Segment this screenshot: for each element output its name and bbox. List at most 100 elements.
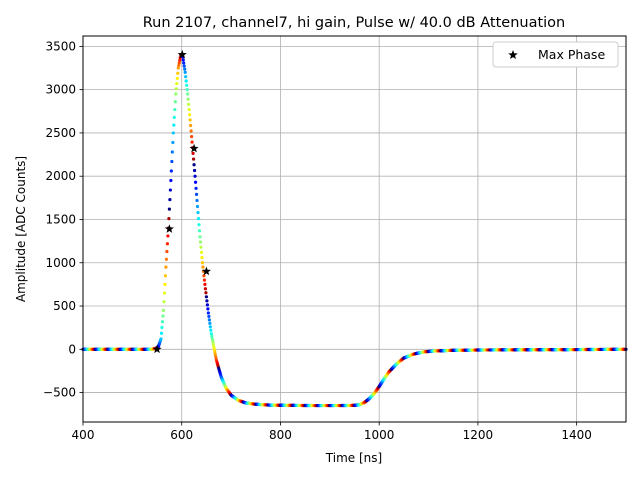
pulse-sample-point <box>188 113 192 117</box>
pulse-sample-point <box>190 140 194 144</box>
pulse-sample-point <box>207 318 211 322</box>
pulse-sample-point <box>205 303 209 307</box>
legend-box <box>492 41 619 68</box>
pulse-sample-point <box>210 334 214 338</box>
pulse-sample-point <box>162 291 167 295</box>
pulse-sample-point <box>163 282 167 286</box>
pulse-sample-point <box>197 223 201 227</box>
pulse-sample-point <box>193 174 197 178</box>
pulse-sample-point <box>202 274 206 278</box>
pulse-sample-point <box>193 180 198 184</box>
pulse-sample-point <box>209 332 213 336</box>
pulse-sample-point <box>192 163 196 167</box>
pulse-sample-point <box>210 337 214 341</box>
pulse-sample-point <box>192 168 197 173</box>
pulse-sample-point <box>176 66 180 70</box>
pulse-sample-point <box>203 287 208 291</box>
y-tick-label: 500 <box>53 299 76 313</box>
pulse-sample-point <box>178 58 182 62</box>
pulse-sample-point <box>189 123 193 128</box>
pulse-sample-point <box>182 64 186 68</box>
y-tick-label: 2500 <box>45 126 76 140</box>
pulse-sample-point <box>190 134 194 139</box>
pulse-sample-point <box>200 261 205 265</box>
x-tick-label: 1000 <box>364 428 395 442</box>
pulse-sample-point <box>206 311 210 315</box>
x-tick-label: 800 <box>269 428 292 442</box>
pulse-sample-point <box>213 350 217 354</box>
pulse-sample-point <box>160 325 164 330</box>
y-tick-label: 3000 <box>45 83 76 97</box>
x-tick-label: 1400 <box>561 428 592 442</box>
pulse-sample-point <box>185 88 189 92</box>
x-tick-label: 400 <box>72 428 95 442</box>
pulse-sample-point <box>208 321 212 325</box>
y-tick-label: 1500 <box>45 212 76 226</box>
pulse-sample-point <box>199 250 204 254</box>
pulse-sample-point <box>168 188 172 192</box>
pulse-sample-point <box>214 355 218 359</box>
pulse-sample-point <box>186 92 190 96</box>
pulse-sample-point <box>167 207 171 211</box>
pulse-sample-point <box>161 308 166 312</box>
y-axis-label: Amplitude [ADC Counts] <box>14 156 28 302</box>
pulse-sample-point <box>181 58 185 62</box>
pulse-sample-point <box>172 115 176 119</box>
pulse-sample-point <box>177 63 181 68</box>
pulse-sample-point <box>177 61 181 65</box>
max-phase-star <box>177 49 187 59</box>
pulse-sample-point <box>173 107 177 112</box>
pulse-sample-point <box>206 307 210 311</box>
y-tick-label: −500 <box>43 386 76 400</box>
max-phase-markers <box>152 49 211 354</box>
legend-star-icon <box>508 50 518 60</box>
pulse-sample-point <box>164 257 169 261</box>
pulse-sample-point <box>173 100 177 104</box>
pulse-sample-point <box>171 131 175 135</box>
y-tick-label: 2000 <box>45 169 76 183</box>
max-phase-star <box>164 224 174 233</box>
pulse-sample-point <box>175 76 179 81</box>
pulse-sample-point <box>185 83 189 87</box>
pulse-sample-point <box>200 255 204 260</box>
pulse-sample-point <box>182 61 186 65</box>
pulse-sample-point <box>211 342 215 346</box>
max-phase-star <box>189 143 199 153</box>
pulse-sample-point <box>212 345 216 349</box>
pulse-sample-point <box>162 300 166 304</box>
pulse-sample-point <box>165 242 170 246</box>
pulse-sample-point <box>174 92 178 96</box>
pulse-sample-point <box>163 274 168 278</box>
pulse-sample-point <box>194 192 199 196</box>
x-axis-label: Time [ns] <box>325 451 382 465</box>
pulse-sample-point <box>176 71 180 75</box>
pulse-sample-point <box>164 265 168 269</box>
x-axis-ticks: 400 600 800 1000 1200 1400 <box>72 422 592 442</box>
pulse-sample-point <box>201 265 205 269</box>
pulse-sample-point <box>183 67 187 71</box>
max-phase-star <box>152 344 162 354</box>
pulse-sample-point <box>197 229 202 233</box>
pulse-sample-point <box>159 337 163 341</box>
pulse-sample-point <box>195 204 200 209</box>
pulse-sample-point <box>203 282 207 286</box>
y-tick-label: 3500 <box>45 39 76 53</box>
pulse-sample-point <box>166 234 170 238</box>
pulse-sample-point <box>168 197 172 202</box>
pulse-sample-point <box>211 339 215 344</box>
y-tick-label: 0 <box>68 342 76 356</box>
pulse-sample-point <box>199 245 203 249</box>
pulse-sample-point <box>184 75 188 79</box>
legend-label-max-phase: Max Phase <box>538 47 605 62</box>
pulse-sample-point <box>161 314 165 318</box>
pulse-sample-point <box>198 235 202 239</box>
pulse-sample-point <box>205 299 209 303</box>
y-tick-label: 1000 <box>45 256 76 270</box>
pulse-sample-point <box>187 102 191 106</box>
x-tick-label: 1200 <box>463 428 494 442</box>
pulse-sample-point <box>171 140 175 145</box>
pulse-sample-point <box>165 249 169 254</box>
pulse-sample-point <box>186 97 190 101</box>
pulse-sample-point <box>189 129 193 133</box>
phase-colored-points <box>81 53 628 408</box>
